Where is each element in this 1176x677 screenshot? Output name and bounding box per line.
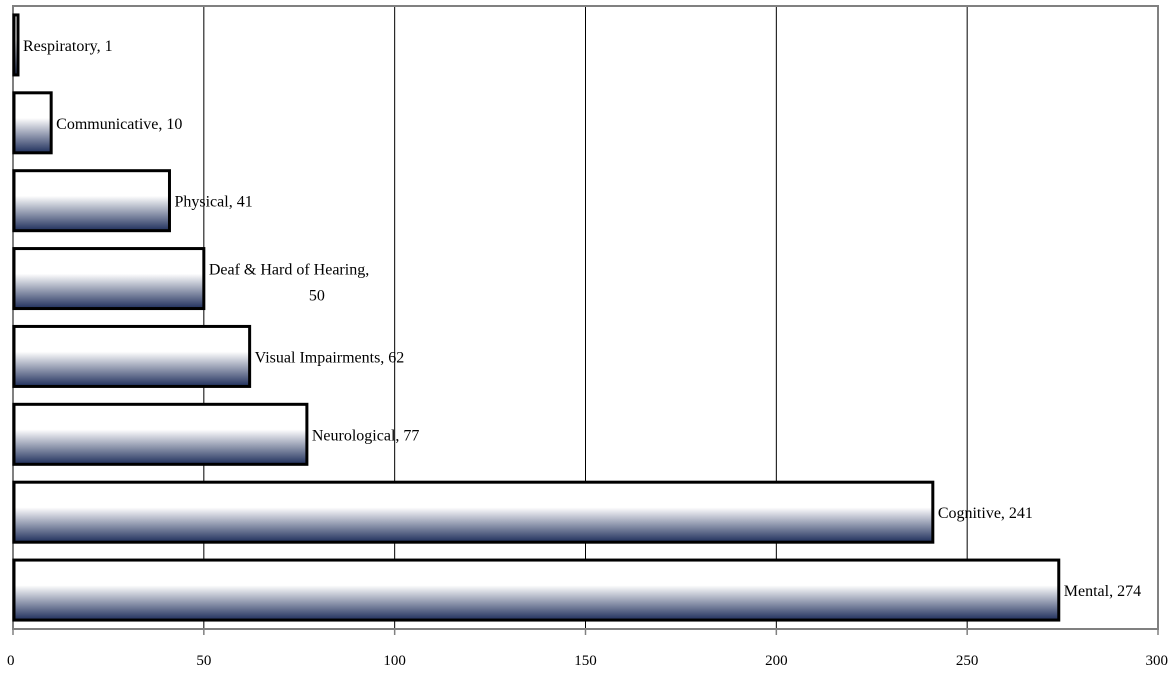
data-label: Visual Impairments, 62 — [255, 349, 405, 366]
x-tick-label: 150 — [574, 653, 597, 669]
bar — [12, 558, 1061, 622]
data-label: Neurological, 77 — [312, 427, 420, 444]
data-label: Cognitive, 241 — [938, 505, 1033, 522]
x-tick-label: 0 — [7, 653, 15, 669]
data-labels: Respiratory, 1 Communicative, 10 Physical,… — [23, 38, 1141, 600]
bars — [12, 13, 1061, 622]
x-tick-label: 100 — [383, 653, 406, 669]
bar — [12, 402, 309, 466]
bar — [12, 247, 206, 311]
data-label: Mental, 274 — [1064, 583, 1141, 600]
data-label: Physical, 41 — [174, 194, 252, 211]
bar — [12, 169, 171, 233]
x-tick-label: 300 — [1146, 653, 1169, 669]
data-label: 50 — [309, 288, 325, 305]
data-label: Communicative, 10 — [56, 116, 182, 133]
x-tick-label: 250 — [956, 653, 979, 669]
data-label: Respiratory, 1 — [23, 38, 113, 55]
bar — [12, 91, 53, 155]
bar — [12, 480, 935, 544]
data-label: Deaf & Hard of Hearing, — [209, 262, 369, 279]
bar — [12, 13, 20, 77]
x-tick-label: 50 — [196, 653, 211, 669]
x-tick-label: 200 — [765, 653, 788, 669]
x-axis-ticks: 0 50 100 150 200 250 300 — [7, 629, 1168, 669]
bar — [12, 324, 252, 388]
